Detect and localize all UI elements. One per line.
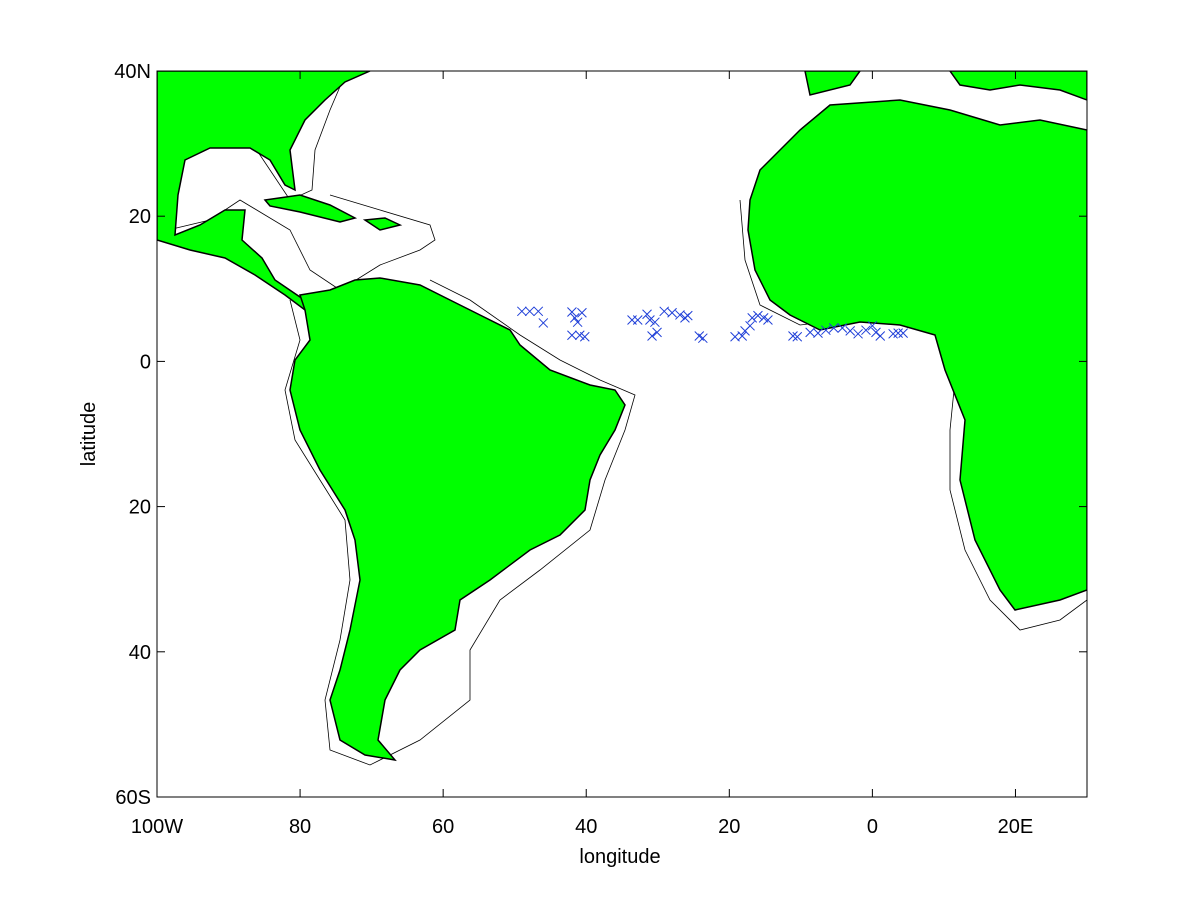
scatter-point <box>652 327 662 338</box>
scatter-point <box>828 323 839 333</box>
africa <box>747 99 1087 611</box>
scatter-point <box>650 317 660 328</box>
scatter-point <box>659 306 670 317</box>
scatter-point <box>579 331 590 342</box>
scatter-point <box>642 309 652 320</box>
y-tick-label: 40 <box>129 642 151 664</box>
scatter-point <box>675 310 685 320</box>
x-tick-label: 20 <box>718 816 740 838</box>
europe <box>804 71 861 96</box>
scatter-point <box>538 318 549 328</box>
y-tick-label: 60S <box>115 787 151 809</box>
scatter-point <box>861 325 871 336</box>
plot-frame <box>156 70 1088 798</box>
scatter-point <box>821 325 831 336</box>
scatter-point <box>753 310 763 321</box>
scatter-point <box>837 323 848 333</box>
x-tick-label: 20E <box>998 816 1034 838</box>
scatter-point <box>788 331 798 341</box>
x-tick-label: 80 <box>289 816 311 838</box>
cuba <box>263 194 358 223</box>
scatter-point <box>572 317 583 328</box>
scatter-point <box>567 330 577 341</box>
y-tick-label: 20 <box>129 206 151 228</box>
x-tick-label: 60 <box>432 816 454 838</box>
scatter-point <box>805 327 815 338</box>
scatter-point <box>645 315 655 325</box>
scatter-point <box>867 320 878 331</box>
x-tick-label: 40 <box>575 816 597 838</box>
scatter-point <box>893 328 903 338</box>
y-tick-label: 40N <box>114 61 151 83</box>
scatter-point <box>533 306 544 317</box>
scatter-point <box>875 331 886 341</box>
scatter-point <box>567 307 577 317</box>
scatter-point <box>747 312 758 323</box>
x-tick-label: 100W <box>131 816 183 838</box>
scatter-point <box>647 331 657 341</box>
scatter-point <box>569 312 580 323</box>
hispaniola <box>362 217 403 231</box>
north-america <box>157 71 371 311</box>
scatter-point <box>577 307 587 318</box>
south-america <box>289 277 626 762</box>
europe <box>949 71 1087 101</box>
scatter-point <box>737 331 748 341</box>
shelf-contour <box>284 279 636 766</box>
scatter-point <box>763 315 773 325</box>
scatter-point <box>845 326 856 336</box>
scatter-point <box>792 331 803 342</box>
scatter-point <box>682 310 693 321</box>
y-tick-label: 0 <box>140 351 151 373</box>
x-axis-label: longitude <box>579 846 660 868</box>
y-axis-label: latitude <box>78 402 100 467</box>
scatter-point <box>898 328 908 338</box>
scatter-point <box>697 333 708 344</box>
scatter-point <box>667 307 677 318</box>
scatter-point <box>632 315 643 325</box>
scatter-point <box>853 328 863 339</box>
y-tick-label: 20 <box>129 497 151 519</box>
landmasses <box>157 71 1087 766</box>
scatter-point <box>516 306 527 317</box>
shelf-contour <box>739 199 1087 631</box>
scatter-point <box>524 306 535 317</box>
scatter-point <box>813 328 823 338</box>
x-tick-label: 0 <box>867 816 878 838</box>
scatter-point <box>745 320 755 331</box>
